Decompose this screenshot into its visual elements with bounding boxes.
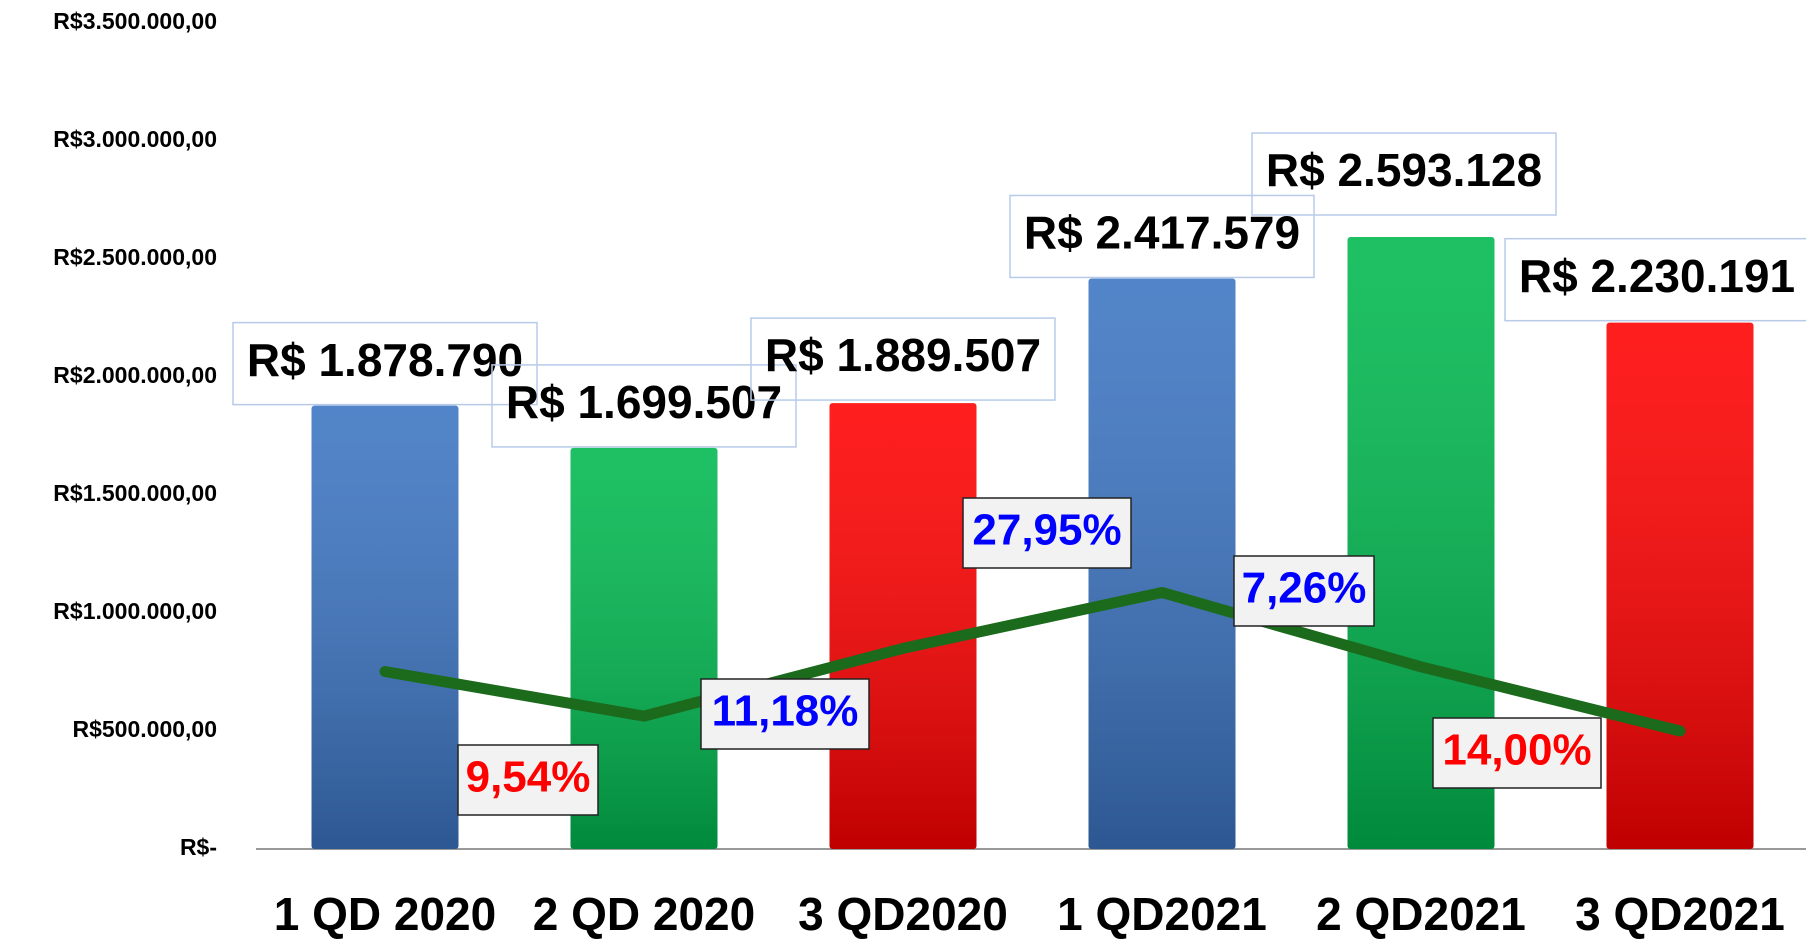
y-tick-label: R$- [180,834,217,860]
y-tick-label: R$2.000.000,00 [53,362,217,388]
value-label-box [1504,237,1806,322]
annotation: 27,95% [972,506,1121,555]
bar [1606,322,1754,849]
annotation: 14,00% [1442,726,1591,775]
x-tick-label: 2 QD 2020 [533,888,755,940]
annotation-box [1432,717,1602,789]
x-tick-label: 1 QD 2020 [274,888,496,940]
y-tick-label: R$3.000.000,00 [53,126,217,152]
x-tick-label: 3 QD2021 [1575,888,1785,940]
value-label: R$ 1.889.507 [765,329,1041,381]
annotation-box [457,744,599,816]
value-label-box [1009,194,1315,279]
value-label: R$ 1.699.507 [506,376,782,428]
x-tick-label: 1 QD2021 [1057,888,1267,940]
y-tick-label: R$500.000,00 [72,716,217,742]
bar [311,405,459,849]
y-tick-label: R$1.500.000,00 [53,480,217,506]
annotation-box [700,678,870,750]
value-label: R$ 2.593.128 [1266,144,1542,196]
value-label-box [1251,132,1557,216]
annotation: 9,54% [466,753,591,802]
line-series [379,586,1686,737]
annotation: 7,26% [1242,564,1367,613]
y-tick-label: R$2.500.000,00 [53,244,217,270]
annotation-box [1233,555,1375,627]
value-label: R$ 2.230.191 [1519,250,1795,302]
x-tick-label: 2 QD2021 [1316,888,1526,940]
value-label: R$ 1.878.790 [247,334,523,386]
value-label-box [750,317,1056,401]
y-tick-label: R$3.500.000,00 [53,8,217,34]
value-label-box [491,364,797,448]
y-tick-label: R$1.000.000,00 [53,598,217,624]
annotation-box [962,497,1132,569]
x-tick-label: 3 QD2020 [798,888,1008,940]
annotation: 11,18% [712,687,859,736]
bar [829,403,977,849]
value-label-box [232,321,538,406]
